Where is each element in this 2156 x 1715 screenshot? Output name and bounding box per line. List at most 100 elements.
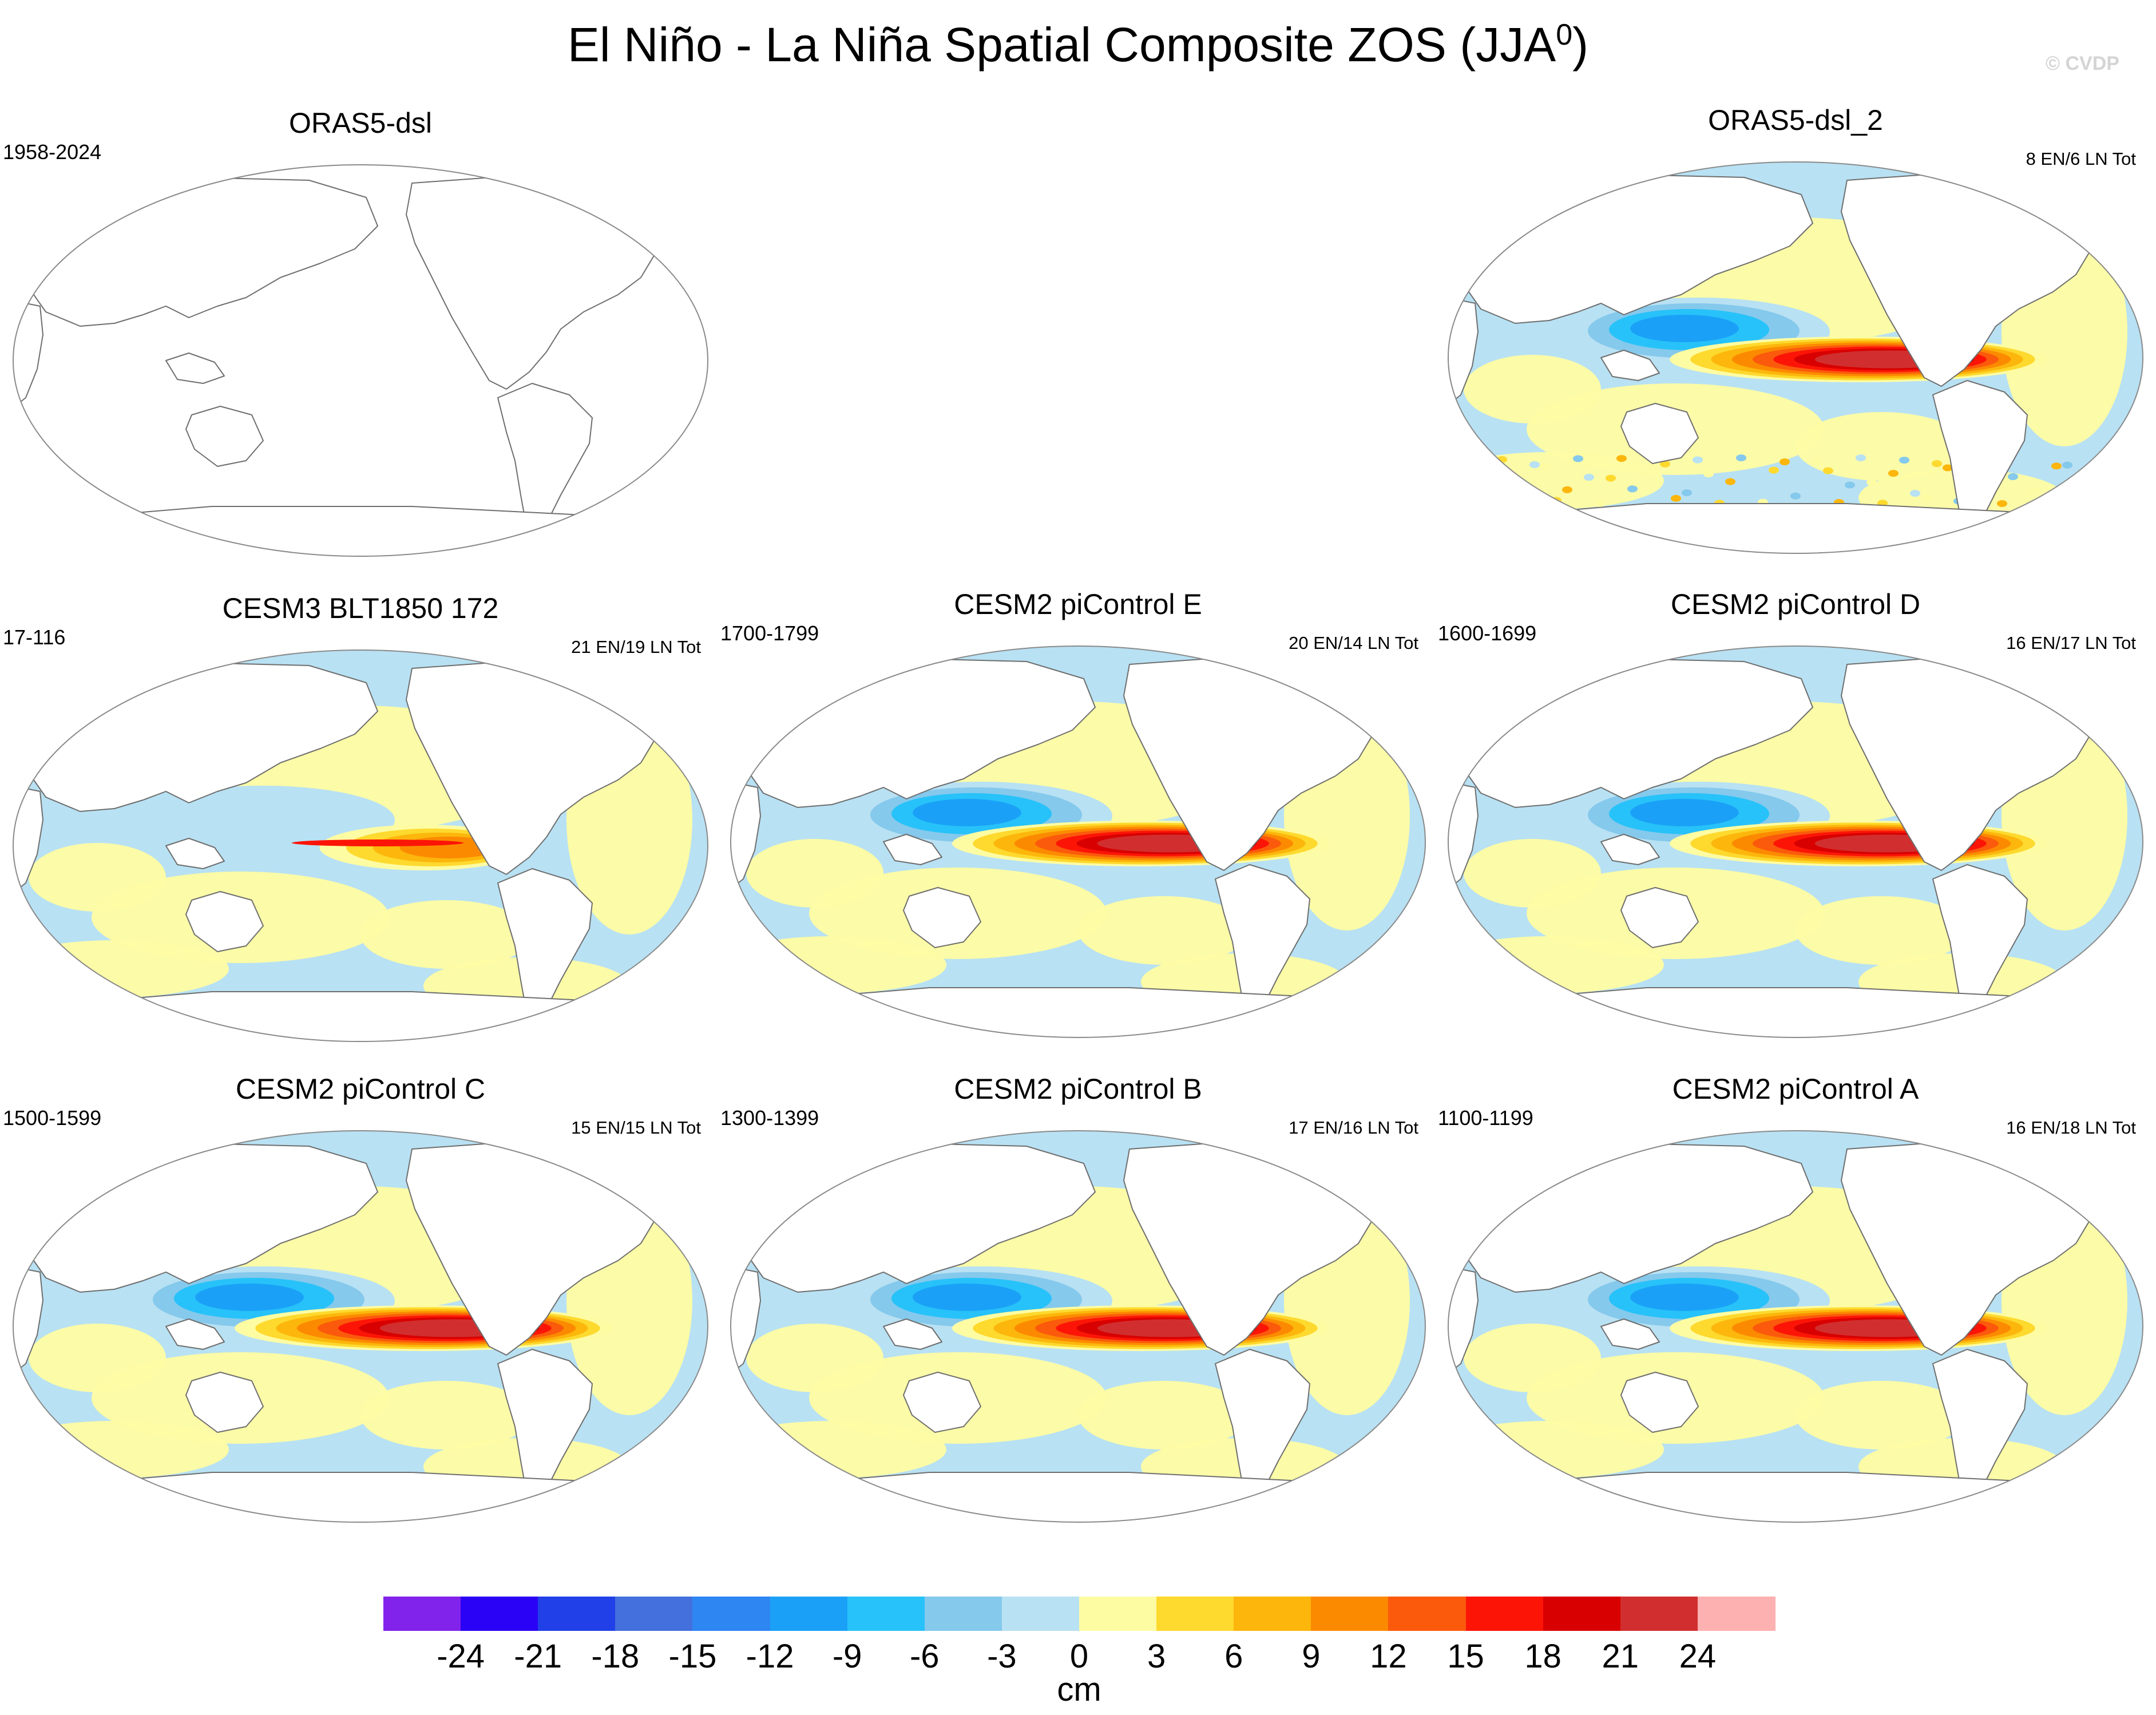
negative-anomaly-region [913,799,1021,826]
australia-land [1620,403,1699,464]
positive-anomaly-region [29,1324,166,1392]
negative-anomaly-region [1630,315,1739,342]
southern-ocean-anomaly [1910,490,1920,497]
colorbar-tick-label: 6 [1224,1638,1243,1675]
australia-land [903,887,981,948]
map-panel: CESM2 piControl C 1500-1599 15 EN/15 LN … [3,1072,718,1530]
panel-title: CESM2 piControl B [954,1073,1202,1105]
map-border [1448,161,2143,554]
australia-land [1620,1372,1699,1433]
map-content [13,1131,708,1522]
maritime-continent-land [165,1318,225,1350]
antarctica-land [74,506,670,556]
positive-anomaly-region [29,843,166,912]
maritime-continent-land [165,352,225,384]
southern-ocean-anomaly [1638,497,1648,505]
southern-ocean-anomaly [2095,456,2105,463]
southern-ocean-anomaly [1660,460,1670,468]
greenland-land [2021,652,2088,699]
map-border [1448,645,2143,1038]
antarctica-land [1509,987,2105,1037]
panel-counts: 16 EN/18 LN Tot [2006,1118,2136,1138]
panel-period: 1700-1799 [720,621,819,645]
maritime-continent-land [165,838,225,869]
antarctica-land [1509,503,2105,553]
figure-title-suffix: ) [1572,18,1589,72]
negative-anomaly-region [195,1284,304,1311]
colorbar-segment [538,1597,616,1631]
positive-anomaly-region [746,839,883,908]
greenland-land [1303,652,1370,699]
southern-ocean-anomaly [1736,454,1746,462]
colorbar-tick-label: 0 [1069,1638,1089,1675]
colorbar-units: cm [1057,1671,1101,1708]
europe-land [2104,1163,2143,1221]
map-panel: CESM2 piControl B 1300-1399 17 EN/16 LN … [720,1072,1436,1530]
panel-title: CESM2 piControl C [235,1073,486,1105]
map-content [13,650,708,1041]
southern-ocean-anomaly [1747,482,1757,489]
southern-ocean-anomaly [1529,461,1540,469]
southern-ocean-anomaly [1812,458,1822,465]
greenland-land [2021,1137,2088,1184]
world-map [1448,645,2143,1038]
southern-ocean-anomaly [2073,496,2083,503]
positive-anomaly-region [360,1381,532,1449]
southern-ocean-anomaly [2062,461,2072,469]
australia-land [903,1372,981,1433]
antarctica-land [74,1472,670,1522]
panel-title: CESM3 BLT1850 172 [222,592,499,624]
europe-land [2104,678,2143,736]
figure-title: El Niño - La Niña Spatial Composite ZOS … [0,16,2156,73]
map-panel: CESM2 piControl D 1600-1699 16 EN/17 LN … [1438,587,2153,1045]
colorbar-tick-label: -6 [909,1638,940,1675]
colorbar-segment [383,1597,461,1631]
colorbar-segment [1697,1597,1775,1631]
map-border [13,1130,708,1523]
colorbar-tick-label: 18 [1524,1638,1561,1675]
map-border [13,649,708,1042]
map-panel: CESM2 piControl E 1700-1799 20 EN/14 LN … [720,587,1436,1045]
southern-ocean-anomaly [1888,470,1899,477]
europe-land [1386,678,1425,736]
colorbar-segment [847,1597,925,1631]
negative-anomaly-region [1630,799,1739,826]
world-map [13,649,708,1042]
positive-anomaly-region [1464,1324,1601,1392]
europe-land [1386,1163,1425,1221]
southern-ocean-anomaly [1627,485,1638,493]
southern-ocean-anomaly [1486,471,1496,478]
southern-ocean-anomaly [1519,495,1529,502]
southern-ocean-anomaly [1671,494,1681,502]
positive-anomaly-region [1464,355,1601,423]
map-panel: CESM3 BLT1850 172 17-116 21 EN/19 LN Tot [3,591,718,1049]
southern-ocean-anomaly [1649,464,1659,471]
figure-title-superscript: 0 [1556,18,1573,52]
panel-period: 1300-1399 [720,1106,819,1130]
colorbar-tick-label: 24 [1679,1638,1717,1675]
panel-period: 1600-1699 [1438,621,1537,645]
south-america-land [497,1349,593,1510]
south-america-land [497,868,593,1029]
southern-ocean-anomaly [1823,467,1833,474]
colorbar-tick-label: 3 [1147,1638,1166,1675]
maritime-continent-land [1600,350,1660,381]
negative-anomaly-region [913,1284,1021,1311]
southern-ocean-anomaly [2051,462,2062,470]
panel-counts: 21 EN/19 LN Tot [571,637,701,657]
greenland-land [1303,1137,1370,1184]
southern-ocean-anomaly [1725,478,1735,485]
colorbar-tick-label: -21 [514,1638,562,1675]
southern-ocean-anomaly [1769,466,1779,474]
panel-title: ORAS5-dsl [288,107,433,139]
europe-land [669,1163,708,1221]
europe-land [669,197,708,255]
panel-counts: 8 EN/6 LN Tot [2026,149,2136,169]
colorbar-segment [461,1597,538,1631]
greenland-land [586,1137,653,1184]
south-america-land [1215,864,1310,1025]
colorbar-segment [1388,1597,1467,1631]
map-content [731,646,1425,1037]
africa-land [1448,1266,1479,1376]
colorbar-segment [615,1597,693,1631]
